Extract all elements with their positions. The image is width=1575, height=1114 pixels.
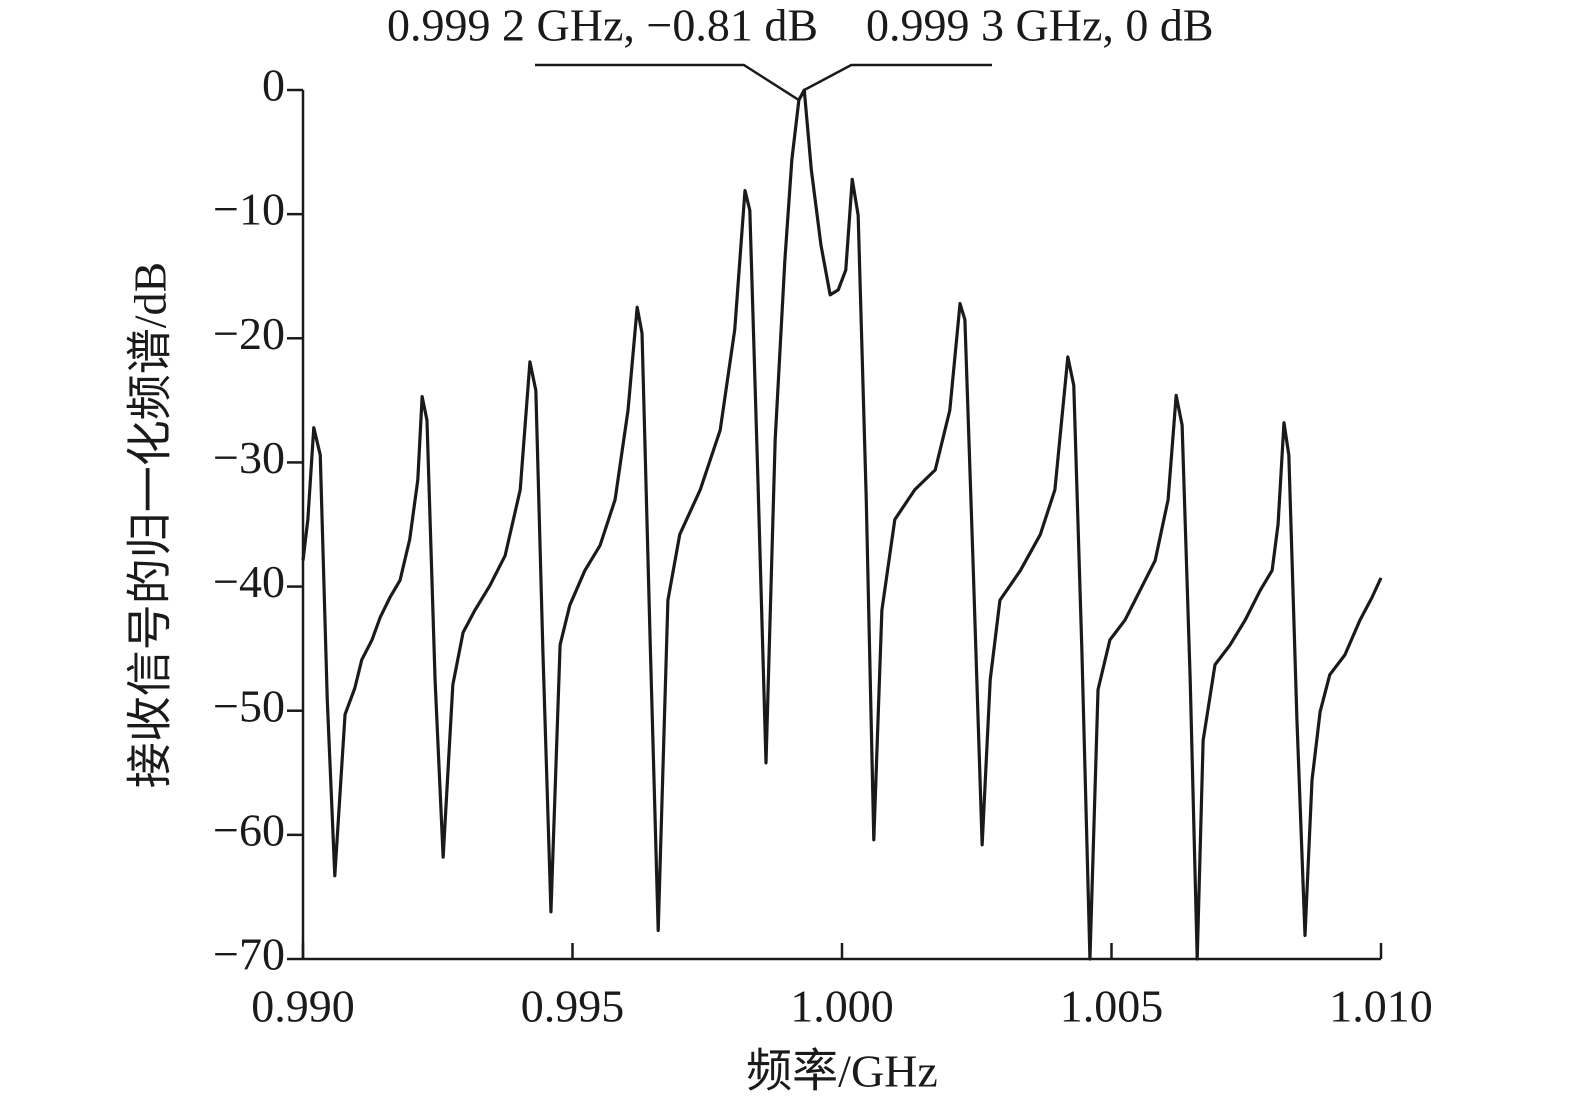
line [301, 88, 1383, 961]
y-axis-label: 接收信号的归一化频谱/dB [125, 262, 176, 788]
y-tick-label: −30 [213, 432, 285, 483]
y-tick-label: −10 [213, 184, 285, 235]
x-tick-label: 1.005 [1060, 981, 1164, 1032]
annotation: 0.999 2 GHz, −0.81 dB [387, 0, 818, 51]
y-tick-label: −70 [213, 929, 285, 980]
annotation: 0.999 3 GHz, 0 dB [866, 0, 1214, 51]
x-tick-label: 1.000 [790, 981, 894, 1032]
annotation-leader [535, 63, 800, 102]
y-tick-label: −20 [213, 308, 285, 359]
x-tick-label: 1.010 [1329, 981, 1433, 1032]
x-tick-label: 0.990 [251, 981, 355, 1032]
annotation-leader [803, 63, 992, 92]
y-tick-label: −60 [213, 804, 285, 855]
y-tick-label: −50 [213, 680, 285, 731]
x-axis-label: 频率/GHz [746, 1046, 938, 1097]
y-tick-label: 0 [262, 60, 285, 111]
y-tick-label: −40 [213, 556, 285, 607]
x-tick-label: 0.995 [521, 981, 625, 1032]
